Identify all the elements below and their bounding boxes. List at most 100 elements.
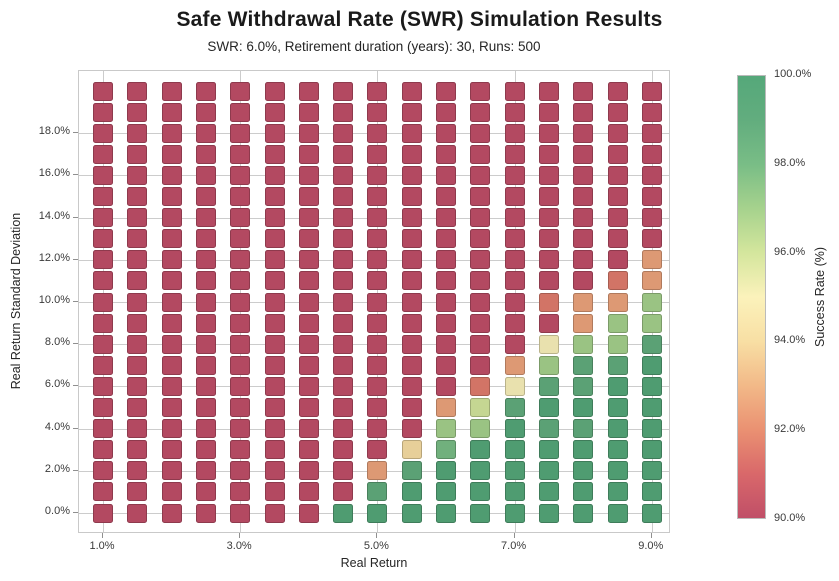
heatmap-cell xyxy=(641,208,662,228)
heatmap-cell xyxy=(401,376,422,396)
heatmap-cell xyxy=(436,313,456,333)
heatmap-cell xyxy=(504,208,525,228)
heatmap-cell xyxy=(641,313,662,333)
heatmap-cell xyxy=(93,187,113,206)
heatmap-cell xyxy=(93,144,113,164)
heatmap-cell xyxy=(264,208,285,228)
heatmap-cell xyxy=(298,165,319,185)
heatmap-cell xyxy=(93,123,113,143)
heatmap-cell xyxy=(401,271,422,291)
y-tick-label: 8.0% xyxy=(44,336,70,349)
heatmap-cell xyxy=(333,355,354,375)
heatmap-cell xyxy=(127,419,148,439)
heatmap-cell xyxy=(607,482,628,502)
heatmap-cell xyxy=(538,229,559,249)
heatmap-cell xyxy=(504,398,525,417)
heatmap-cell xyxy=(401,313,422,333)
heatmap-cell xyxy=(401,144,422,164)
heatmap-cell xyxy=(127,250,148,270)
heatmap-cell xyxy=(538,250,559,270)
heatmap-cell xyxy=(470,271,491,291)
heatmap-cell xyxy=(470,144,491,164)
heatmap-cell xyxy=(161,398,182,417)
heatmap-cell xyxy=(401,292,422,312)
heatmap-cell xyxy=(401,165,422,185)
heatmap-cell xyxy=(195,503,216,523)
heatmap-cell xyxy=(504,313,525,333)
heatmap-cell xyxy=(333,144,354,164)
heatmap-cell xyxy=(641,144,662,164)
y-tick-mark xyxy=(73,301,78,302)
heatmap-cell xyxy=(127,440,148,460)
heatmap-cell xyxy=(607,313,628,333)
heatmap-cell xyxy=(504,271,525,291)
heatmap-cell xyxy=(401,334,422,354)
heatmap-cell xyxy=(504,81,525,101)
heatmap-cell xyxy=(436,355,456,375)
heatmap-cell xyxy=(504,250,525,270)
y-tick-mark xyxy=(73,258,78,260)
heatmap-cell xyxy=(470,292,491,312)
heatmap-cell xyxy=(298,229,319,249)
heatmap-cell xyxy=(470,334,491,354)
heatmap-cell xyxy=(641,503,662,523)
y-tick-mark xyxy=(73,216,78,218)
heatmap-cell xyxy=(367,165,388,185)
heatmap-cell xyxy=(195,419,216,439)
heatmap-cell xyxy=(436,292,456,312)
heatmap-cell xyxy=(573,144,594,164)
heatmap-cell xyxy=(607,123,628,143)
heatmap-cell xyxy=(195,165,216,185)
heatmap-cell xyxy=(264,313,285,333)
heatmap-cell xyxy=(93,81,113,101)
heatmap-cell xyxy=(230,165,251,185)
y-tick-label: 0.0% xyxy=(44,505,70,517)
heatmap-cell xyxy=(538,461,559,481)
y-tick-mark xyxy=(73,512,78,513)
heatmap-cell xyxy=(641,81,662,101)
heatmap-cell xyxy=(161,165,182,185)
colorbar-label: Success Rate (%) xyxy=(813,246,827,348)
heatmap-cell xyxy=(367,187,388,206)
heatmap-cell xyxy=(573,398,594,417)
heatmap-cell xyxy=(333,208,354,228)
heatmap-cell xyxy=(230,461,251,481)
heatmap-cell xyxy=(607,271,628,291)
heatmap-cell xyxy=(367,398,388,417)
heatmap-cell xyxy=(161,250,182,270)
heatmap-cell xyxy=(470,440,491,460)
heatmap-cell xyxy=(470,313,491,333)
y-tick-label: 18.0% xyxy=(38,125,70,138)
heatmap-cell xyxy=(127,229,148,249)
heatmap-cell xyxy=(607,102,628,122)
heatmap-cell xyxy=(538,165,559,185)
heatmap-cell xyxy=(641,440,662,460)
x-tick-label: 1.0% xyxy=(89,540,115,552)
heatmap-cell xyxy=(538,271,559,291)
heatmap-cell xyxy=(470,482,491,502)
heatmap-cell xyxy=(641,271,662,291)
heatmap-cell xyxy=(298,440,319,460)
heatmap-cell xyxy=(333,292,354,312)
heatmap-cell xyxy=(573,313,594,333)
heatmap-cell xyxy=(367,440,388,460)
heatmap-cell xyxy=(127,165,148,185)
heatmap-cell xyxy=(333,313,354,333)
heatmap-cell xyxy=(333,229,354,249)
heatmap-cell xyxy=(504,440,525,460)
heatmap-cell xyxy=(367,376,388,396)
heatmap-cell xyxy=(436,461,456,481)
heatmap-cell xyxy=(641,187,662,206)
heatmap-cell xyxy=(195,355,216,375)
heatmap-cell xyxy=(230,292,251,312)
heatmap-cell xyxy=(93,461,113,481)
heatmap-cell xyxy=(264,292,285,312)
heatmap-cell xyxy=(470,376,491,396)
heatmap-cell xyxy=(538,187,559,206)
y-tick-label: 14.0% xyxy=(38,209,70,222)
heatmap-cell xyxy=(127,355,148,375)
heatmap-cell xyxy=(333,187,354,206)
x-tick-label: 5.0% xyxy=(363,540,389,552)
heatmap-cell xyxy=(161,81,182,101)
